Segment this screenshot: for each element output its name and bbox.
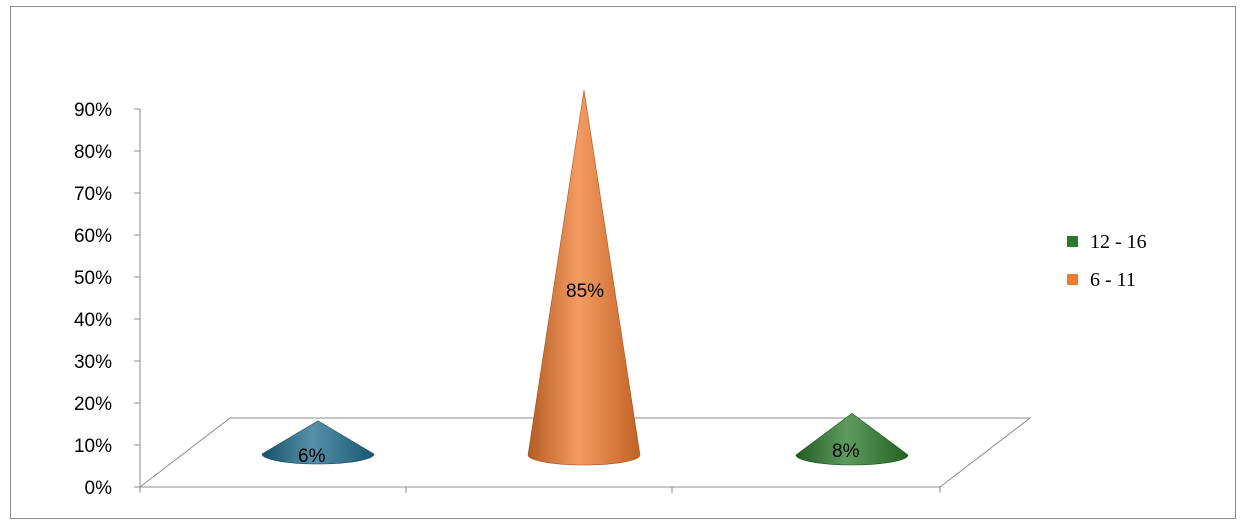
cone-1: [527, 89, 641, 466]
floor-plane: [138, 417, 1032, 488]
legend-label: 12 - 16: [1090, 231, 1147, 253]
y-tick-label: 80%: [74, 142, 112, 163]
y-tick-label: 30%: [74, 352, 112, 373]
y-tick-label: 10%: [74, 436, 112, 457]
y-tick-label: 0%: [85, 478, 113, 499]
y-tick-label: 40%: [74, 310, 112, 331]
legend-label: 6 - 11: [1090, 269, 1136, 291]
y-tick-label: 60%: [74, 226, 112, 247]
chart-frame: [10, 6, 1236, 519]
y-tick-label: 70%: [74, 184, 112, 205]
y-tick-label: 90%: [74, 100, 112, 121]
y-tick-label: 20%: [74, 394, 112, 415]
y-tick-label: 50%: [74, 268, 112, 289]
data-label: 85%: [566, 281, 604, 302]
legend-swatch: [1067, 274, 1078, 285]
data-label: 8%: [832, 441, 860, 462]
data-label: 6%: [298, 446, 326, 467]
cone-0: [261, 420, 375, 465]
legend-swatch: [1067, 236, 1078, 247]
cone-2: [795, 413, 909, 466]
